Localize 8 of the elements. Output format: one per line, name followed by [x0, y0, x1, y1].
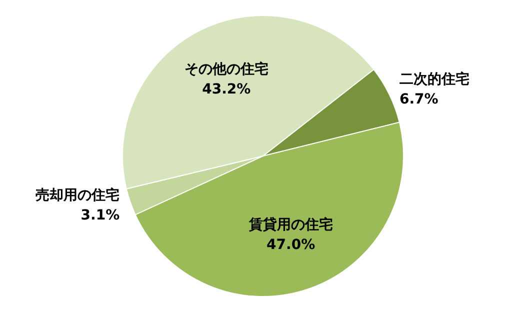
slice-label: 賃貸用の住宅 — [248, 216, 333, 234]
data-label: 47.0% — [266, 237, 316, 254]
data-label: 43.2% — [202, 82, 251, 98]
data-label: 6.7% — [399, 91, 438, 108]
slice-label: その他の住宅 — [184, 60, 268, 78]
data-label: 3.1% — [80, 207, 120, 224]
slice-label: 二次的住宅 — [399, 70, 470, 88]
slice-label: 売却用の住宅 — [36, 186, 120, 204]
